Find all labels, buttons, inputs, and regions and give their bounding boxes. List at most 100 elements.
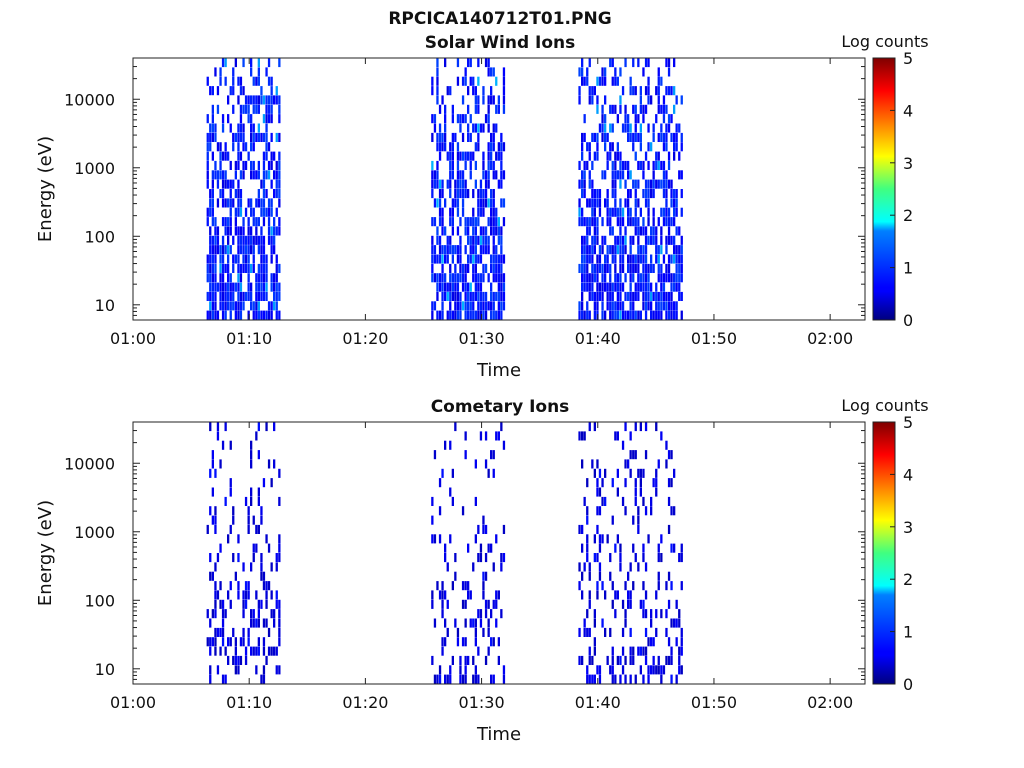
heatmap-cell bbox=[629, 170, 632, 180]
heatmap-cell bbox=[242, 235, 245, 245]
heatmap-cell bbox=[461, 599, 465, 609]
heatmap-cell bbox=[219, 273, 222, 283]
heatmap-cell bbox=[675, 263, 678, 273]
heatmap-cell bbox=[454, 301, 457, 311]
heatmap-cell bbox=[657, 273, 660, 283]
heatmap-cell bbox=[604, 273, 607, 283]
heatmap-cell bbox=[652, 235, 655, 245]
heatmap-cell bbox=[492, 637, 495, 647]
heatmap-cell bbox=[670, 646, 673, 656]
heatmap-cell bbox=[216, 142, 220, 152]
heatmap-cell bbox=[214, 67, 217, 77]
heatmap-cell bbox=[492, 301, 495, 311]
heatmap-cell bbox=[667, 496, 671, 506]
heatmap-cell bbox=[596, 459, 599, 469]
heatmap-cell bbox=[472, 235, 475, 245]
heatmap-cell bbox=[472, 254, 475, 264]
heatmap-cell bbox=[477, 235, 480, 245]
heatmap-cell bbox=[644, 609, 648, 619]
heatmap-cell bbox=[461, 95, 465, 105]
heatmap-cell bbox=[621, 254, 625, 264]
heatmap-cells bbox=[206, 58, 683, 320]
heatmap-cell bbox=[433, 450, 437, 460]
heatmap-cell bbox=[454, 553, 457, 563]
heatmap-cell bbox=[624, 58, 627, 68]
heatmap-cell bbox=[444, 291, 447, 301]
heatmap-cell bbox=[216, 104, 220, 114]
heatmap-cell bbox=[593, 534, 596, 544]
heatmap-cell bbox=[660, 674, 663, 684]
heatmap-cell bbox=[209, 282, 212, 292]
heatmap-cell bbox=[624, 618, 627, 628]
heatmap-cell bbox=[502, 67, 506, 77]
heatmap-cell bbox=[484, 553, 488, 563]
heatmap-cell bbox=[629, 207, 632, 217]
heatmap-cell bbox=[616, 76, 619, 86]
heatmap-cell bbox=[242, 58, 245, 68]
heatmap-cell bbox=[588, 245, 591, 255]
heatmap-cell bbox=[642, 291, 645, 301]
heatmap-cell bbox=[581, 67, 584, 77]
heatmap-cell bbox=[652, 189, 655, 199]
heatmap-cell bbox=[237, 263, 240, 273]
heatmap-cell bbox=[632, 132, 635, 142]
heatmap-cell bbox=[229, 86, 232, 96]
heatmap-cell bbox=[492, 170, 495, 180]
heatmap-cell bbox=[652, 226, 655, 236]
y-tick-label: 1000 bbox=[74, 159, 115, 178]
heatmap-cell bbox=[586, 674, 589, 684]
heatmap-cell bbox=[234, 58, 237, 68]
heatmap-cell bbox=[487, 95, 490, 105]
heatmap-cell bbox=[214, 590, 217, 600]
heatmap-cell bbox=[624, 478, 627, 488]
heatmap-cell bbox=[500, 235, 503, 245]
heatmap-cell bbox=[581, 132, 584, 142]
heatmap-cell bbox=[211, 273, 214, 283]
heatmap-cell bbox=[482, 160, 485, 170]
heatmap-cell bbox=[257, 217, 260, 227]
heatmap-cell bbox=[655, 627, 658, 637]
heatmap-cell bbox=[642, 114, 645, 124]
heatmap-cell bbox=[619, 104, 622, 114]
heatmap-cell bbox=[250, 609, 253, 619]
heatmap-cell bbox=[581, 310, 584, 320]
heatmap-cell bbox=[459, 217, 462, 227]
heatmap-cell bbox=[275, 189, 278, 199]
heatmap-cell bbox=[459, 114, 462, 124]
heatmap-cell bbox=[482, 235, 485, 245]
heatmap-cell bbox=[611, 282, 614, 292]
heatmap-cell bbox=[502, 76, 506, 86]
x-tick-label: 02:00 bbox=[807, 693, 853, 712]
heatmap-cell bbox=[278, 160, 281, 170]
heatmap-cell bbox=[250, 114, 253, 124]
heatmap-cell bbox=[487, 618, 490, 628]
x-tick-label: 01:20 bbox=[342, 329, 388, 348]
heatmap-cell bbox=[482, 310, 485, 320]
heatmap-cell bbox=[500, 198, 503, 208]
heatmap-cell bbox=[639, 310, 642, 320]
heatmap-cell bbox=[454, 291, 457, 301]
heatmap-cell bbox=[502, 282, 506, 292]
heatmap-cell bbox=[660, 245, 663, 255]
heatmap-cell bbox=[275, 301, 278, 311]
heatmap-cell bbox=[456, 254, 460, 264]
heatmap-cell bbox=[647, 142, 650, 152]
heatmap-cell bbox=[484, 431, 488, 441]
heatmap-cell bbox=[214, 170, 217, 180]
heatmap-cell bbox=[616, 207, 619, 217]
heatmap-cell bbox=[221, 674, 225, 684]
heatmap-cell bbox=[490, 543, 493, 553]
heatmap-cell bbox=[441, 609, 444, 619]
heatmap-cell bbox=[673, 86, 676, 96]
heatmap-cell bbox=[650, 506, 653, 516]
heatmap-cell bbox=[252, 618, 255, 628]
heatmap-cell bbox=[673, 207, 676, 217]
heatmap-cell bbox=[644, 58, 648, 68]
heatmap-cell bbox=[255, 301, 258, 311]
heatmap-cell bbox=[211, 198, 214, 208]
heatmap-cell bbox=[449, 217, 452, 227]
heatmap-cell bbox=[216, 282, 220, 292]
heatmap-cell bbox=[227, 217, 230, 227]
heatmap-cell bbox=[451, 170, 454, 180]
heatmap-cell bbox=[467, 655, 470, 665]
